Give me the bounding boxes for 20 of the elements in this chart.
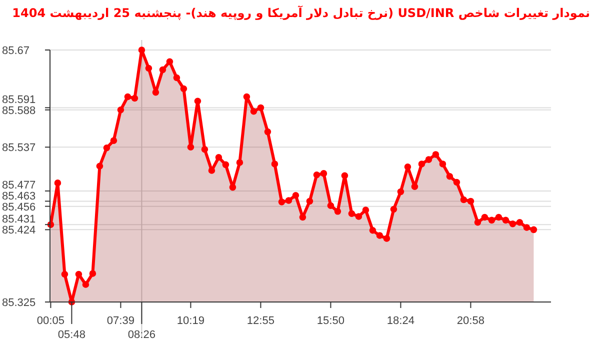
y-tick-label: 85.325 bbox=[2, 297, 36, 309]
x-tick-label: 18:24 bbox=[386, 315, 414, 327]
y-tick-label: 85.431 bbox=[2, 214, 36, 226]
x-tick-label: 12:55 bbox=[246, 315, 274, 327]
x-tick-label: 05:48 bbox=[58, 329, 86, 341]
y-tick-label: 85.463 bbox=[2, 190, 36, 202]
x-tick-label: 08:26 bbox=[128, 329, 156, 341]
chart-title: نمودار تغییرات شاخص USD/INR (نرخ تبادل دلار آمریکا و روپیه هند)- پنجشنبه 25 اردیبهشت 1404 bbox=[11, 6, 590, 20]
x-tick-label: 15:50 bbox=[316, 315, 344, 327]
y-tick-label: 85.456 bbox=[2, 201, 36, 214]
y-tick-label: 85.67 bbox=[2, 45, 30, 57]
y-tick-label: 85.424 bbox=[2, 224, 36, 237]
x-tick-label: 00:05 bbox=[36, 315, 64, 327]
x-tick-label: 20:58 bbox=[456, 315, 484, 327]
x-tick-label: 07:39 bbox=[106, 315, 134, 327]
x-tick-label: 10:19 bbox=[176, 315, 204, 327]
y-tick-label: 85.591 bbox=[2, 94, 36, 106]
y-tick-label: 85.537 bbox=[2, 142, 36, 154]
y-tick-label: 85.588 bbox=[2, 104, 36, 117]
y-tick-label: 85.477 bbox=[2, 179, 36, 192]
